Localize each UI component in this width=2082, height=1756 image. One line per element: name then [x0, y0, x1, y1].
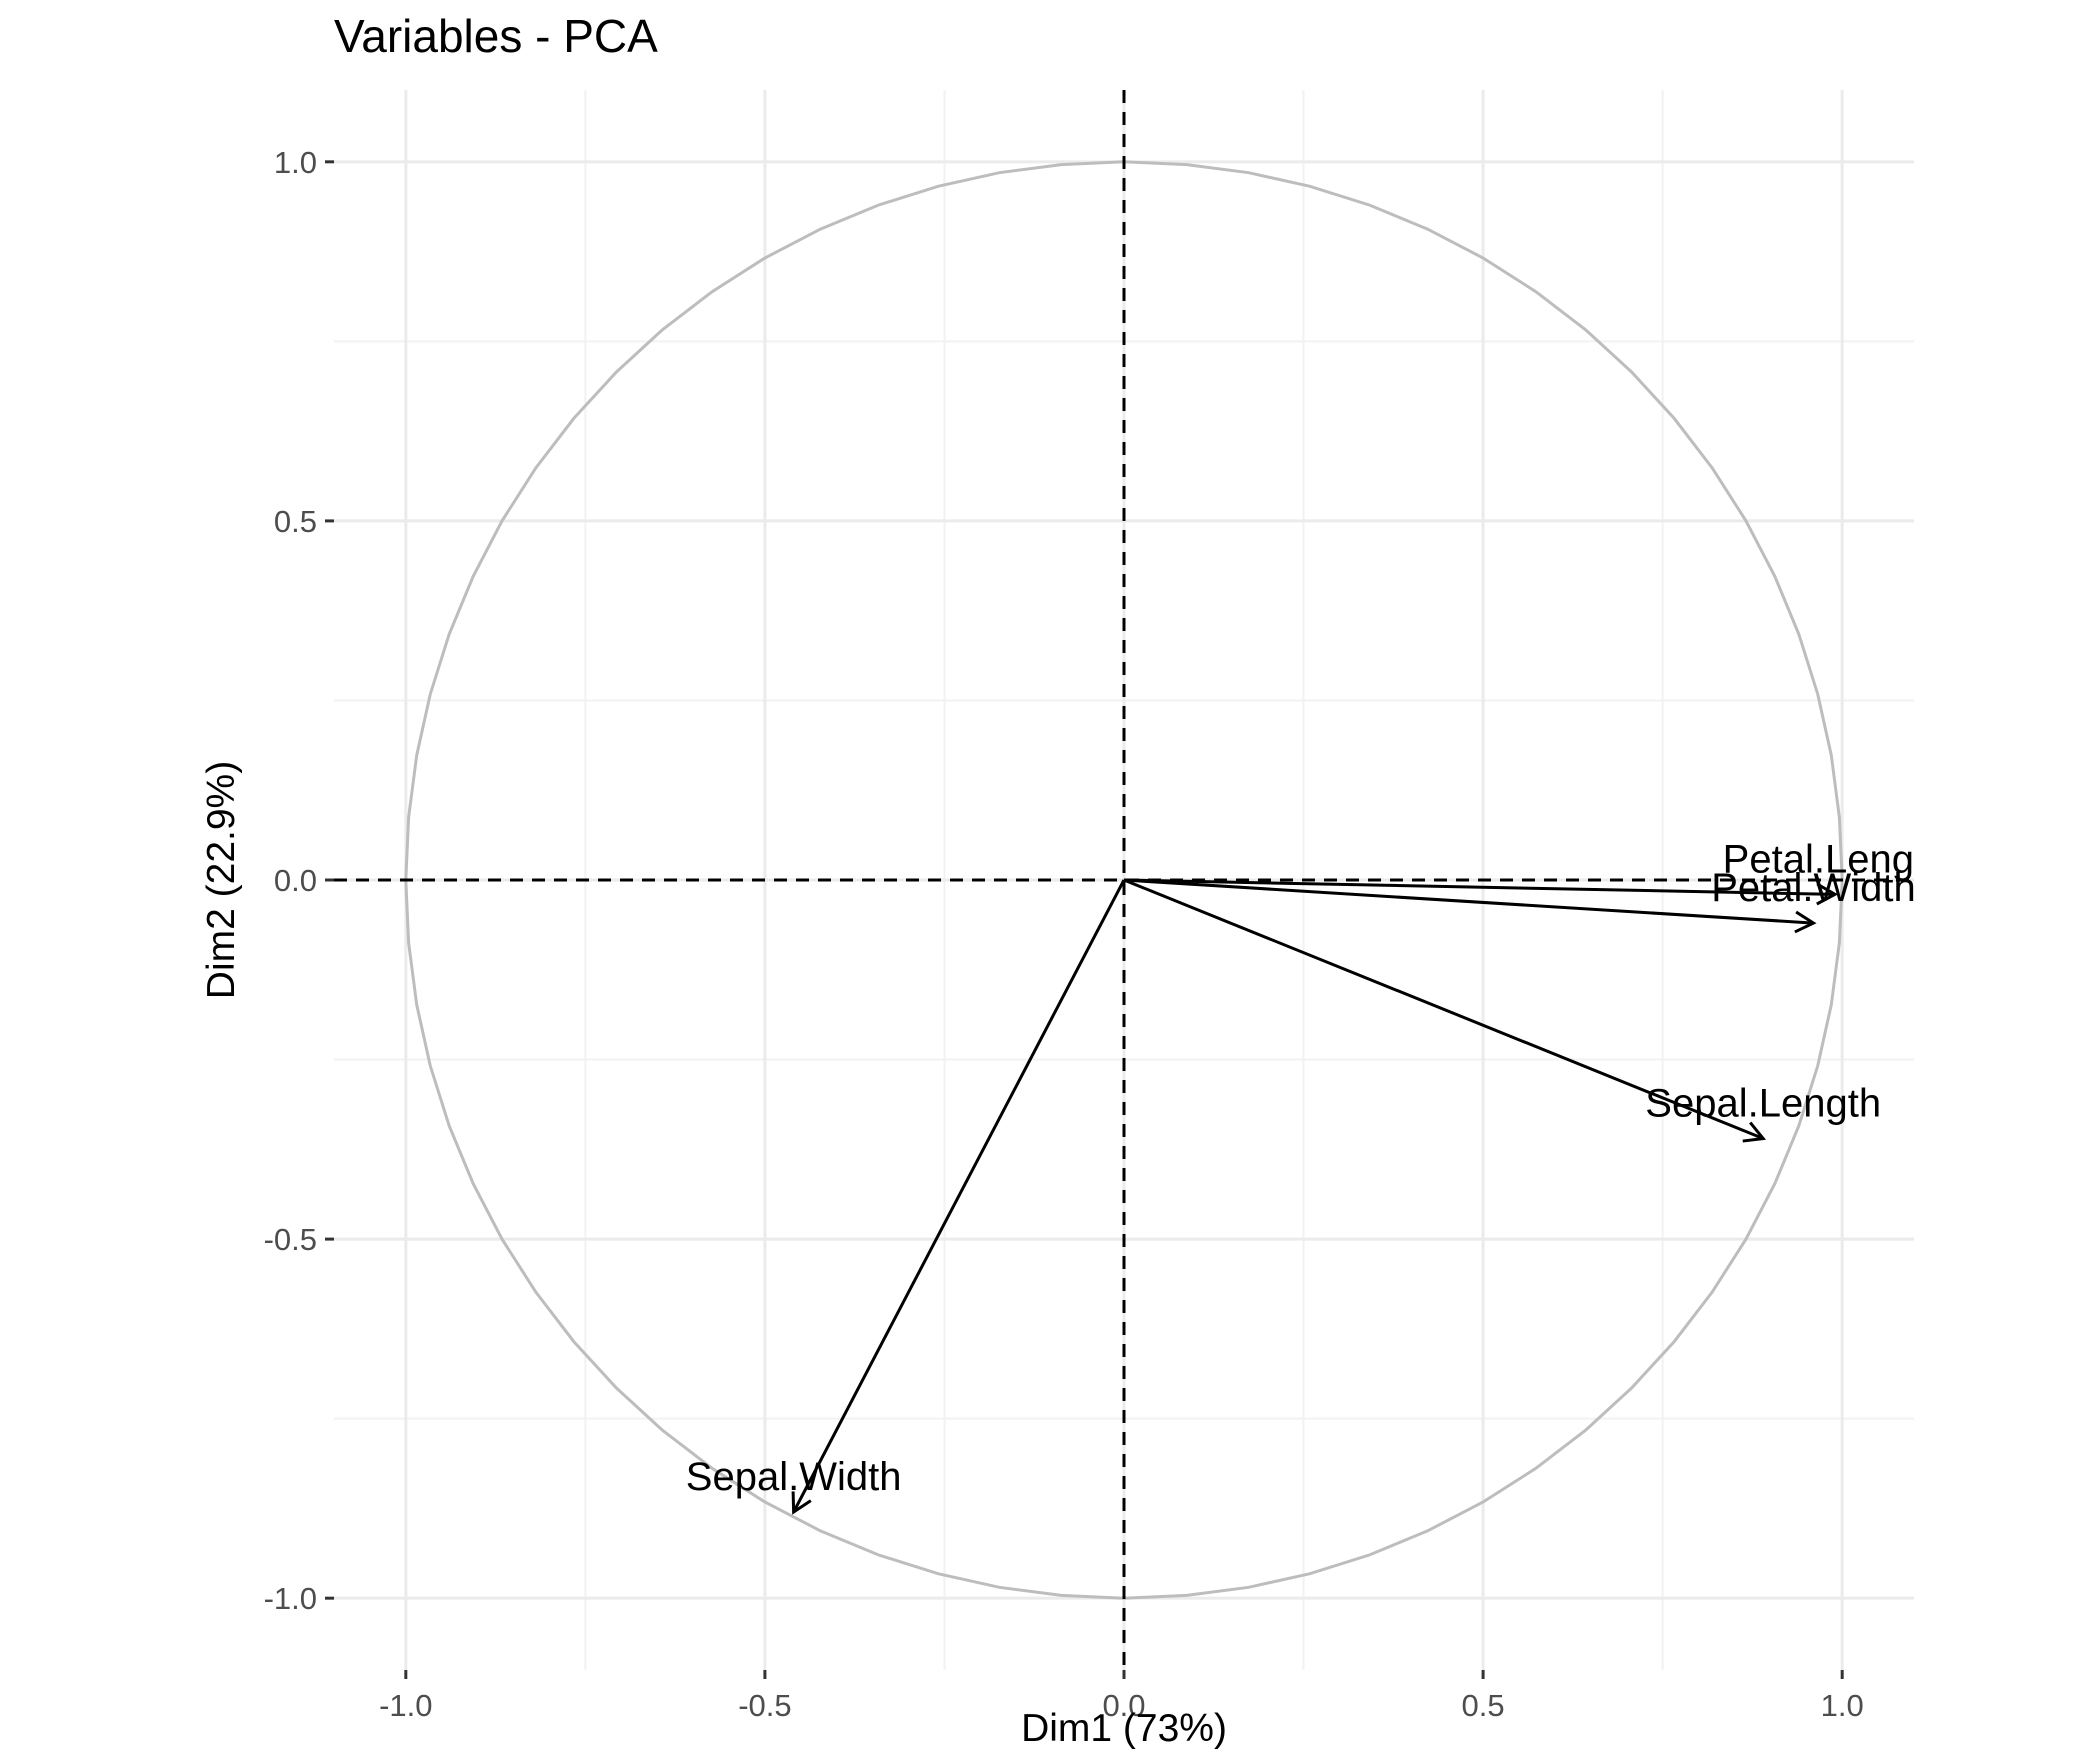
- y-axis-title: Dim2 (22.9%): [200, 761, 243, 999]
- variable-arrows: [791, 878, 1839, 1515]
- arrow-petal-length: [1123, 878, 1839, 906]
- y-tick-label: 0.5: [274, 504, 317, 539]
- arrow-petal-width: [1123, 878, 1817, 934]
- label-petal-length: Petal.Length: [1723, 837, 1948, 881]
- x-tick-label: 1.0: [1821, 1688, 1864, 1723]
- label-sepal-length: Sepal.Length: [1645, 1082, 1881, 1126]
- x-tick-label: 0.5: [1462, 1688, 1505, 1723]
- y-tick-label: 0.0: [274, 863, 317, 898]
- x-tick-label: -1.0: [379, 1688, 432, 1723]
- y-tick-label: -0.5: [264, 1222, 317, 1257]
- y-axis: -1.0 -0.5 0.0 0.5 1.0: [264, 145, 334, 1616]
- label-sepal-width: Sepal.Width: [686, 1455, 902, 1499]
- y-tick-label: 1.0: [274, 145, 317, 180]
- y-tick-label: -1.0: [264, 1581, 317, 1616]
- x-tick-label: -0.5: [738, 1688, 791, 1723]
- arrow-sepal-length: [1123, 878, 1767, 1143]
- x-axis-title: Dim1 (73%): [1021, 1707, 1227, 1750]
- chart-title: Variables - PCA: [334, 10, 658, 62]
- label-petal-width: Petal.Width: [1711, 866, 1916, 910]
- arrow-sepal-width: [791, 879, 1126, 1515]
- x-tick-label: 0.0: [1102, 1688, 1145, 1723]
- x-axis: -1.0 -0.5 0.0 0.5 1.0: [379, 1670, 1864, 1723]
